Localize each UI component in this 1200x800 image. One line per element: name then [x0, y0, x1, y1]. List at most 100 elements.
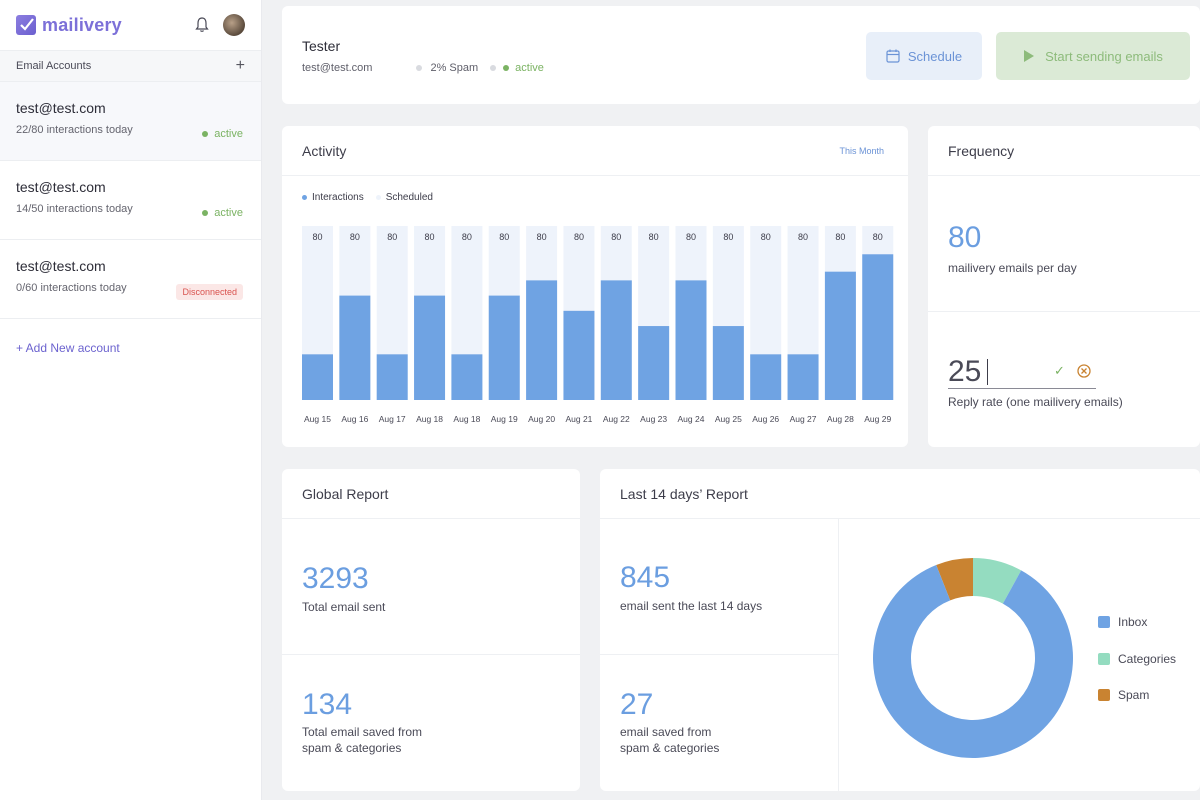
legend-scheduled[interactable]: Scheduled: [375, 192, 433, 203]
x-tick-label: Aug 26: [752, 414, 779, 424]
activity-header: Activity This Month: [282, 126, 908, 176]
last-14-days-title: Last 14 days’ Report: [620, 485, 748, 502]
app-name: mailivery: [42, 14, 122, 35]
sidebar-header: mailivery: [0, 0, 261, 50]
saved-14-days-value: 27: [620, 688, 654, 721]
add-new-account-link[interactable]: + Add New account: [16, 341, 120, 355]
interactions-bar[interactable]: [376, 354, 408, 400]
reply-rate-label: Reply rate (one mailivery emails): [948, 395, 1123, 409]
schedule-label: Schedule: [907, 48, 963, 64]
interactions-bar[interactable]: [862, 254, 894, 400]
chart-legend: Interactions Scheduled: [302, 192, 433, 203]
bar-data-label: 80: [574, 232, 584, 242]
account-interactions: 14/50 interactions today: [16, 203, 133, 215]
period-selector[interactable]: This Month: [839, 145, 884, 156]
legend-swatch: [302, 195, 307, 200]
email-accounts-header: Email Accounts +: [0, 50, 261, 82]
status-badge: active: [202, 128, 243, 140]
frequency-card: Frequency 80 mailivery emails per day 25…: [928, 126, 1200, 447]
bar-data-label: 80: [649, 232, 659, 242]
divider: [282, 654, 580, 655]
legend-swatch: [375, 195, 381, 200]
interactions-bar[interactable]: [638, 326, 670, 400]
frequency-header: Frequency: [928, 126, 1200, 176]
bar-data-label: 80: [425, 232, 435, 242]
calendar-icon: [886, 49, 900, 63]
interactions-bar[interactable]: [787, 354, 819, 400]
legend-spam[interactable]: Spam: [1098, 686, 1176, 704]
sent-14-days-label: email sent the last 14 days: [620, 599, 763, 613]
x-tick-label: Aug 25: [715, 414, 742, 424]
bar-data-label: 80: [798, 232, 808, 242]
bar-data-label: 80: [761, 232, 771, 242]
bar-data-label: 80: [350, 232, 360, 242]
x-tick-label: Aug 18: [416, 414, 443, 424]
bell-icon[interactable]: [193, 16, 211, 34]
interactions-bar[interactable]: [563, 310, 595, 400]
start-sending-button[interactable]: Start sending emails: [996, 32, 1190, 80]
logo[interactable]: mailivery: [16, 15, 122, 36]
bar-data-label: 80: [611, 232, 621, 242]
bar-data-label: 80: [462, 232, 472, 242]
avatar[interactable]: [223, 14, 245, 36]
last-14-days-header: Last 14 days’ Report: [600, 469, 1200, 519]
account-interactions: 22/80 interactions today: [16, 124, 133, 136]
play-icon: [1024, 50, 1035, 62]
legend-categories[interactable]: Categories: [1098, 650, 1176, 668]
total-saved-label-line1: Total email saved from: [302, 725, 423, 739]
interactions-bar[interactable]: [600, 280, 632, 400]
activity-card: Activity This Month Interactions Schedul…: [282, 126, 908, 447]
email-accounts-title: Email Accounts: [16, 60, 92, 72]
legend-swatch: [1098, 689, 1110, 701]
divider: [838, 519, 839, 791]
sidebar: mailivery Email Accounts + test@test.com…: [0, 0, 262, 800]
bar-data-label: 80: [387, 232, 397, 242]
sent-14-days-value: 845: [620, 561, 671, 594]
bar-data-label: 80: [537, 232, 547, 242]
interactions-bar[interactable]: [750, 354, 782, 400]
disconnected-badge: Disconnected: [176, 284, 243, 300]
donut-slice-categories[interactable]: [973, 558, 1022, 604]
donut-legend: Inbox Categories Spam: [1098, 613, 1176, 723]
legend-inbox[interactable]: Inbox: [1098, 613, 1176, 631]
bar-data-label: 80: [499, 232, 509, 242]
interactions-bar[interactable]: [526, 280, 558, 400]
interactions-bar[interactable]: [302, 354, 333, 400]
donut-slice-spam[interactable]: [936, 558, 973, 601]
legend-interactions[interactable]: Interactions: [302, 192, 364, 203]
x-tick-label: Aug 22: [603, 414, 630, 424]
total-sent-value: 3293: [302, 562, 369, 595]
account-item[interactable]: test@test.com 14/50 interactions today a…: [0, 161, 261, 240]
interactions-bar[interactable]: [451, 354, 483, 400]
confirm-check-icon[interactable]: ✓: [1054, 363, 1065, 378]
activity-chart: 80 Aug 15 80 Aug 16 80 Aug 17 80 Aug 18 80 Aug 18…: [302, 226, 894, 424]
account-email: test@test.com: [16, 179, 106, 195]
interactions-bar[interactable]: [824, 271, 856, 400]
reply-rate-input[interactable]: 25: [948, 355, 982, 388]
interactions-bar[interactable]: [488, 295, 520, 400]
bar-data-label: 80: [723, 232, 733, 242]
cancel-circle-icon[interactable]: [1077, 364, 1091, 378]
saved-14-days-label-line2: spam & categories: [620, 741, 720, 755]
account-item[interactable]: test@test.com 22/80 interactions today a…: [0, 82, 261, 161]
account-item[interactable]: test@test.com 0/60 interactions today Di…: [0, 240, 261, 319]
bar-data-label: 80: [835, 232, 845, 242]
x-tick-label: Aug 21: [565, 414, 592, 424]
x-tick-label: Aug 27: [790, 414, 817, 424]
legend-swatch: [1098, 616, 1110, 628]
bar-data-label: 80: [686, 232, 696, 242]
spam-rate: 2% Spam: [430, 62, 479, 74]
account-email: test@test.com: [302, 62, 373, 74]
interactions-bar[interactable]: [414, 295, 446, 400]
x-tick-label: Aug 24: [678, 414, 705, 424]
x-tick-label: Aug 23: [640, 414, 667, 424]
add-account-icon[interactable]: +: [235, 57, 245, 74]
account-interactions: 0/60 interactions today: [16, 282, 127, 294]
interactions-bar[interactable]: [339, 295, 371, 400]
global-report-card: Global Report 3293 Total email sent 134 …: [282, 469, 580, 791]
donut-slice-inbox[interactable]: [873, 565, 1073, 758]
account-email: test@test.com: [16, 258, 106, 274]
interactions-bar[interactable]: [712, 326, 744, 400]
interactions-bar[interactable]: [675, 280, 707, 400]
schedule-button[interactable]: Schedule: [866, 32, 982, 80]
